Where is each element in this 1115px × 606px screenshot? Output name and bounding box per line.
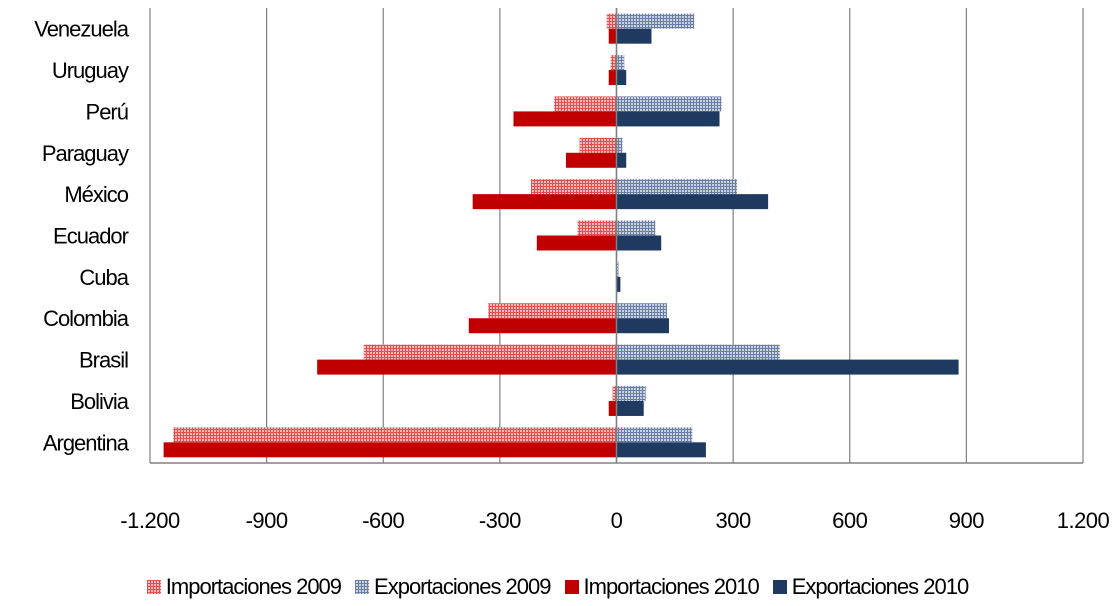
bar-venezuela-series-3 bbox=[616, 28, 652, 44]
bar-paraguay-series-0 bbox=[579, 137, 617, 153]
bar-ecuador-series-2 bbox=[536, 235, 617, 251]
bar-uruguay-series-2 bbox=[608, 70, 617, 86]
bar-uruguay-series-0 bbox=[610, 55, 617, 71]
category-label: Argentina bbox=[43, 430, 130, 455]
bar-brasil-series-3 bbox=[616, 359, 959, 375]
bar-mxico-series-3 bbox=[616, 194, 769, 210]
bar-cuba-series-1 bbox=[616, 261, 619, 277]
bar-venezuela-series-2 bbox=[608, 28, 617, 44]
category-label: México bbox=[64, 182, 128, 207]
bar-mxico-series-2 bbox=[472, 194, 617, 210]
bar-uruguay-series-1 bbox=[616, 55, 625, 71]
x-tick-label: -300 bbox=[479, 508, 521, 533]
bar-bolivia-series-3 bbox=[616, 400, 644, 416]
category-label: Bolivia bbox=[70, 389, 130, 414]
category-label: Paraguay bbox=[42, 141, 129, 166]
bar-argentina-series-3 bbox=[616, 442, 706, 458]
category-label: Cuba bbox=[79, 265, 129, 290]
bar-mxico-series-0 bbox=[530, 179, 617, 195]
bar-brasil-series-0 bbox=[363, 344, 617, 360]
legend-label: Exportaciones 2009 bbox=[374, 574, 551, 599]
bar-paraguay-series-2 bbox=[565, 152, 617, 168]
bar-cuba-series-3 bbox=[616, 276, 621, 292]
category-label: Perú bbox=[86, 99, 128, 124]
legend-label: Importaciones 2010 bbox=[583, 574, 760, 599]
bar-brasil-series-2 bbox=[317, 359, 617, 375]
bar-ecuador-series-1 bbox=[616, 220, 656, 236]
category-label: Brasil bbox=[79, 348, 128, 373]
bar-bolivia-series-0 bbox=[612, 385, 617, 401]
legend-item-1: Exportaciones 2009 bbox=[355, 574, 552, 600]
bar-bolivia-series-2 bbox=[608, 400, 617, 416]
category-label: Ecuador bbox=[53, 224, 129, 249]
category-label: Venezuela bbox=[34, 17, 130, 42]
legend: Importaciones 2009 Exportaciones 2009 Impo… bbox=[0, 572, 1115, 602]
legend-swatch bbox=[564, 580, 579, 594]
x-tick-label: 600 bbox=[832, 508, 867, 533]
x-tick-label: 1.200 bbox=[1057, 508, 1110, 533]
bar-colombia-series-3 bbox=[616, 318, 669, 334]
legend-label: Importaciones 2009 bbox=[165, 574, 342, 599]
legend-item-0: Importaciones 2009 bbox=[146, 574, 342, 600]
x-tick-label: -900 bbox=[246, 508, 288, 533]
x-tick-label: 300 bbox=[716, 508, 751, 533]
bar-colombia-series-0 bbox=[488, 303, 617, 319]
legend-item-2: Importaciones 2010 bbox=[564, 574, 760, 600]
x-tick-label: -1.200 bbox=[120, 508, 180, 533]
bar-argentina-series-1 bbox=[616, 427, 693, 443]
legend-swatch bbox=[355, 580, 370, 594]
bar-colombia-series-2 bbox=[468, 318, 617, 334]
category-labels: Venezuela Uruguay Perú Paraguay México Ecuado… bbox=[34, 17, 131, 456]
axes bbox=[150, 8, 1083, 464]
bar-per-series-3 bbox=[616, 111, 720, 127]
bar-mxico-series-1 bbox=[616, 179, 738, 195]
bar-colombia-series-1 bbox=[616, 303, 668, 319]
bar-per-series-1 bbox=[616, 96, 722, 112]
bar-per-series-2 bbox=[513, 111, 617, 127]
category-label: Uruguay bbox=[52, 58, 129, 83]
x-tick-label: -600 bbox=[362, 508, 404, 533]
bar-venezuela-series-1 bbox=[616, 13, 695, 29]
legend-label: Exportaciones 2010 bbox=[791, 574, 969, 599]
bars bbox=[163, 13, 959, 458]
x-tick-label: 0 bbox=[611, 508, 623, 533]
bar-argentina-series-0 bbox=[173, 427, 617, 443]
category-label: Colombia bbox=[43, 306, 130, 331]
x-tick-labels: -1.200 -900 -600 -300 0 300 600 900 1.200 bbox=[120, 508, 1110, 533]
bar-ecuador-series-0 bbox=[577, 220, 617, 236]
legend-swatch bbox=[772, 580, 787, 594]
bar-paraguay-series-1 bbox=[616, 137, 623, 153]
bar-uruguay-series-3 bbox=[616, 70, 627, 86]
bar-paraguay-series-3 bbox=[616, 152, 627, 168]
bar-per-series-0 bbox=[554, 96, 617, 112]
bar-argentina-series-2 bbox=[163, 442, 617, 458]
legend-swatch bbox=[146, 580, 161, 594]
bar-venezuela-series-0 bbox=[606, 13, 617, 29]
bar-ecuador-series-3 bbox=[616, 235, 662, 251]
bar-brasil-series-1 bbox=[616, 344, 780, 360]
legend-item-3: Exportaciones 2010 bbox=[772, 574, 969, 600]
bar-bolivia-series-1 bbox=[616, 385, 646, 401]
x-tick-label: 900 bbox=[949, 508, 984, 533]
